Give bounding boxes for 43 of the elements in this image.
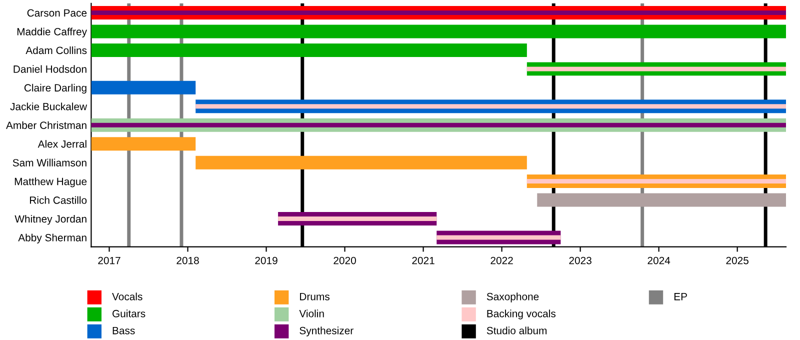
legend-label: Synthesizer xyxy=(300,326,354,336)
legend-label: Guitars xyxy=(112,310,146,318)
x-tick-label: 2017 xyxy=(98,256,120,264)
x-tick-label: 2024 xyxy=(648,256,670,264)
y-tick-label: Jackie Buckalew xyxy=(10,102,88,110)
y-tick-label: Carson Pace xyxy=(27,9,87,17)
bar xyxy=(526,179,786,184)
bar xyxy=(196,104,786,109)
y-tick-label: Alex Jerral xyxy=(38,140,86,148)
x-tick-label: 2021 xyxy=(412,256,434,264)
legend-label: EP xyxy=(674,293,687,300)
y-tick-label: Maddie Caffrey xyxy=(17,28,88,38)
y-tick-label: Whitney Jordan xyxy=(14,214,86,225)
bar xyxy=(196,156,527,170)
legend-label: Backing vocals xyxy=(487,310,556,320)
x-tick-label: 2023 xyxy=(569,256,592,264)
legend-label: Studio album xyxy=(486,326,547,334)
x-tick-label: 2019 xyxy=(255,256,278,264)
legend-label: Vocals xyxy=(112,292,142,300)
legend-label: Violin xyxy=(299,310,324,318)
y-tick-label: Daniel Hodsdon xyxy=(14,65,86,73)
bar xyxy=(537,193,786,207)
y-tick-label: Adam Collins xyxy=(26,46,87,54)
x-tick-label: 2022 xyxy=(490,256,513,264)
legend-label: Saxophone xyxy=(486,292,539,302)
y-tick-label: Sam Williamson xyxy=(12,158,86,166)
bar xyxy=(91,43,527,57)
bar xyxy=(91,137,196,151)
bar xyxy=(91,80,196,94)
legend-label: Drums xyxy=(300,293,330,300)
bar xyxy=(278,216,437,221)
bar xyxy=(526,66,786,72)
y-tick-label: Matthew Hague xyxy=(14,178,87,188)
y-tick-label: Rich Castillo xyxy=(30,196,87,204)
y-tick-label: Claire Darling xyxy=(24,84,86,94)
legend-label: Bass xyxy=(112,327,135,334)
x-tick-label: 2025 xyxy=(726,256,748,264)
y-tick-label: Amber Christman xyxy=(6,121,86,129)
bar xyxy=(436,235,561,240)
bar xyxy=(91,24,786,38)
x-tick-label: 2020 xyxy=(334,256,356,264)
x-tick-label: 2018 xyxy=(176,256,199,264)
y-tick-label: Abby Sherman xyxy=(18,234,86,244)
